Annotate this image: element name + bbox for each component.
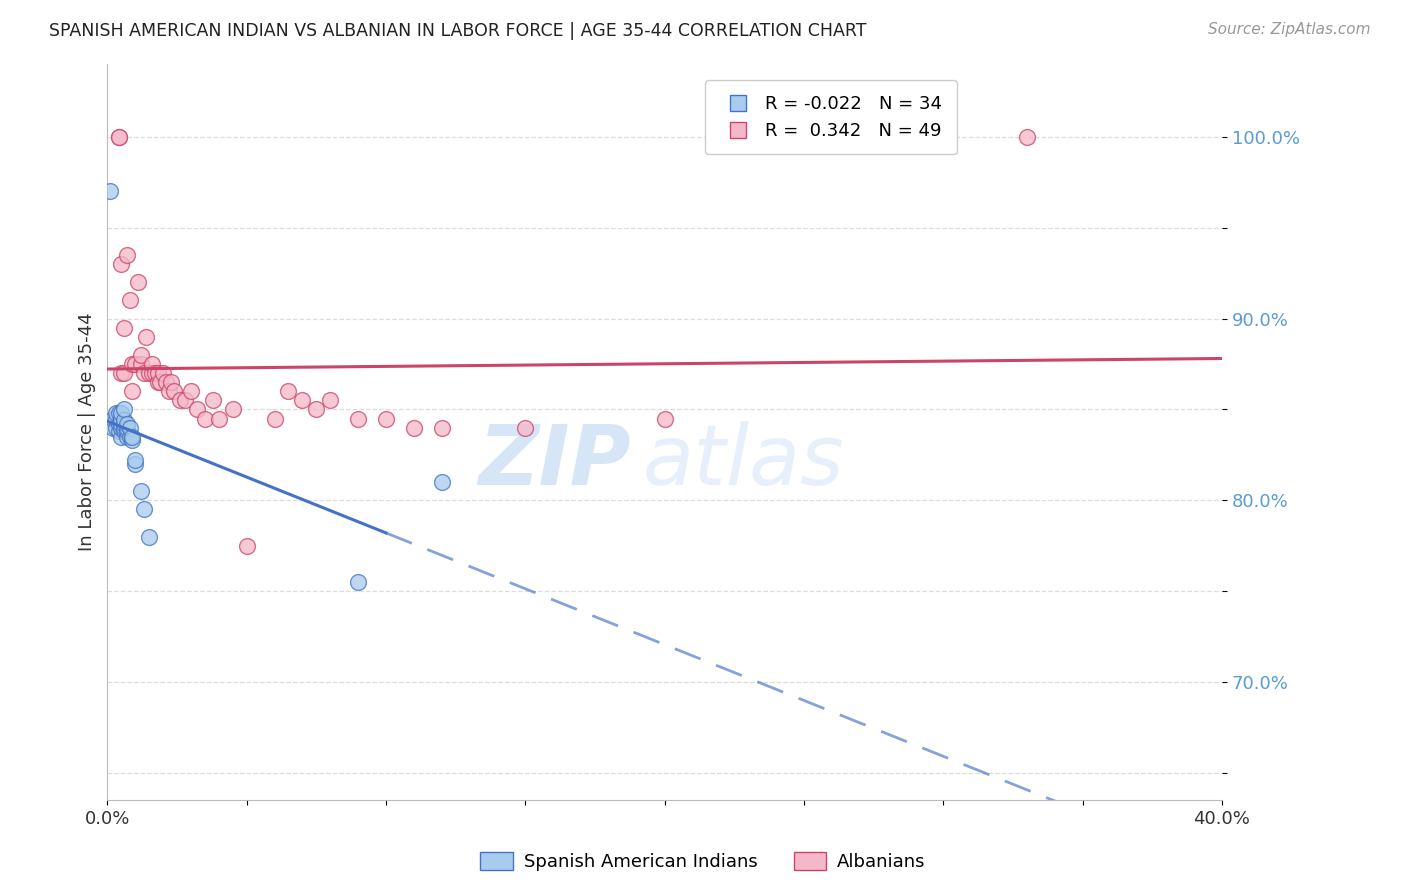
Point [107, 129, 129, 144]
Point [121, 384, 143, 399]
Y-axis label: In Labor Force | Age 35-44: In Labor Force | Age 35-44 [79, 313, 96, 551]
Point [1015, 129, 1038, 144]
Point [347, 411, 370, 425]
Point [174, 393, 197, 408]
Point [118, 293, 141, 308]
Point [129, 348, 152, 362]
Point [430, 420, 453, 434]
Point [319, 393, 342, 408]
Point [129, 484, 152, 499]
Point [208, 411, 231, 425]
Point [222, 402, 245, 417]
Point [110, 420, 132, 434]
Point [112, 424, 135, 438]
Point [375, 411, 398, 425]
Point [115, 420, 138, 434]
Point [194, 411, 217, 425]
Point [124, 453, 146, 467]
Point [129, 357, 152, 371]
Point [101, 411, 124, 425]
Point [110, 417, 132, 431]
Point [107, 406, 129, 420]
Point [104, 420, 127, 434]
Point [515, 420, 537, 434]
Text: atlas: atlas [643, 421, 844, 502]
Point [347, 575, 370, 590]
Point [121, 434, 143, 448]
Point [115, 417, 138, 431]
Point [135, 329, 157, 343]
Point [152, 366, 174, 380]
Point [110, 257, 132, 271]
Point [118, 430, 141, 444]
Point [121, 357, 143, 371]
Point [149, 375, 172, 389]
Point [654, 411, 676, 425]
Point [112, 320, 135, 334]
Point [112, 402, 135, 417]
Point [115, 424, 138, 438]
Point [124, 357, 146, 371]
Point [305, 402, 328, 417]
Point [163, 384, 186, 399]
Point [107, 129, 129, 144]
Point [430, 475, 453, 489]
Text: ZIP: ZIP [478, 421, 631, 502]
Point [138, 530, 160, 544]
Point [110, 406, 132, 420]
Point [402, 420, 425, 434]
Point [160, 375, 183, 389]
Point [107, 424, 129, 438]
Point [121, 430, 143, 444]
Point [112, 420, 135, 434]
Point [98, 184, 121, 198]
Point [124, 457, 146, 471]
Point [112, 366, 135, 380]
Point [143, 366, 166, 380]
Point [169, 393, 191, 408]
Point [141, 357, 163, 371]
Point [202, 393, 225, 408]
Point [110, 366, 132, 380]
Point [115, 430, 138, 444]
Point [141, 366, 163, 380]
Point [157, 384, 180, 399]
Point [101, 420, 124, 434]
Point [180, 384, 202, 399]
Text: SPANISH AMERICAN INDIAN VS ALBANIAN IN LABOR FORCE | AGE 35-44 CORRELATION CHART: SPANISH AMERICAN INDIAN VS ALBANIAN IN L… [49, 22, 866, 40]
Text: Source: ZipAtlas.com: Source: ZipAtlas.com [1208, 22, 1371, 37]
Point [127, 275, 149, 289]
Point [291, 393, 314, 408]
Point [104, 406, 127, 420]
Legend: R = -0.022   N = 34, R =  0.342   N = 49: R = -0.022 N = 34, R = 0.342 N = 49 [706, 80, 956, 154]
Legend: Spanish American Indians, Albanians: Spanish American Indians, Albanians [474, 845, 932, 879]
Point [146, 366, 169, 380]
Point [132, 366, 155, 380]
Point [115, 248, 138, 262]
Point [110, 430, 132, 444]
Point [107, 417, 129, 431]
Point [235, 539, 257, 553]
Point [104, 411, 127, 425]
Point [138, 366, 160, 380]
Point [110, 411, 132, 425]
Point [112, 413, 135, 427]
Point [186, 402, 208, 417]
Point [277, 384, 299, 399]
Point [132, 502, 155, 516]
Point [118, 420, 141, 434]
Point [263, 411, 285, 425]
Point [155, 375, 177, 389]
Point [146, 375, 169, 389]
Point [112, 417, 135, 431]
